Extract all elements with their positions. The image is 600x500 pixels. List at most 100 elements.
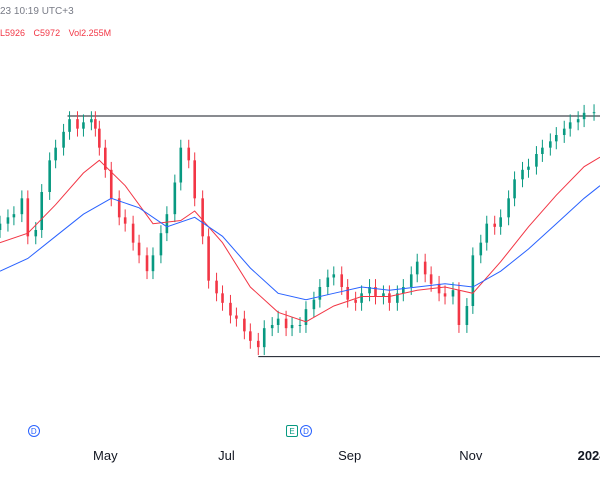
candle-body: [201, 198, 204, 237]
candle-body: [94, 119, 97, 129]
candle-body: [159, 233, 163, 256]
candle-body: [402, 287, 405, 294]
candle-body: [103, 147, 107, 170]
candle-body: [179, 147, 183, 183]
candle-body: [145, 255, 149, 272]
candle-body: [137, 242, 141, 256]
candle-body: [326, 277, 330, 287]
candle-body: [521, 169, 524, 180]
candle-body: [479, 242, 483, 256]
candle-body: [443, 293, 447, 297]
candle-body: [304, 309, 308, 325]
low-value: L5926: [0, 28, 26, 38]
candle-body: [513, 179, 516, 199]
candle-body: [284, 318, 288, 329]
candle-body: [374, 287, 377, 297]
dividend-marker-icon[interactable]: D: [27, 425, 40, 437]
candle-body: [429, 274, 433, 284]
candle-body: [256, 340, 260, 348]
candle-body: [340, 274, 344, 287]
candle-body: [499, 217, 502, 227]
chart-header-timestamp: 23 10:19 UTC+3: [0, 6, 74, 17]
candle-body: [54, 147, 57, 161]
candle-body: [457, 290, 461, 325]
x-axis-label: 2024: [577, 448, 600, 463]
candle-body: [82, 122, 85, 129]
candle-body: [332, 274, 336, 278]
candle-body: [20, 198, 24, 215]
candle-body: [207, 236, 210, 281]
candle-body: [554, 135, 558, 142]
earnings-marker-icon[interactable]: E: [286, 425, 299, 437]
candle-body: [98, 128, 101, 148]
candle-body: [276, 318, 280, 325]
candle-body: [437, 283, 441, 294]
candle-body: [290, 325, 294, 329]
candle-body: [592, 112, 596, 114]
candle-body: [318, 287, 322, 300]
candle-body: [527, 166, 530, 170]
candle-body: [235, 315, 238, 319]
moving-average-fast-line: [0, 156, 600, 323]
candle-body: [312, 299, 316, 310]
x-axis-label: May: [93, 448, 118, 463]
candle-body: [396, 293, 399, 303]
candle-body: [193, 160, 197, 199]
candle-body: [131, 223, 135, 243]
candle-body: [187, 147, 191, 161]
candle-body: [368, 287, 371, 294]
candle-body: [249, 331, 252, 341]
candle-body: [6, 217, 10, 224]
candle-body: [423, 261, 427, 275]
candle-body: [173, 182, 177, 215]
candle-body: [123, 217, 127, 224]
candle-body: [0, 223, 2, 230]
close-value: C5972: [33, 28, 61, 38]
ohlc-readout: L5926 C5972 Vol2.255M: [0, 28, 117, 38]
candle-body: [382, 293, 385, 297]
candle-body: [12, 214, 16, 218]
candle-body: [493, 223, 497, 227]
dividend-marker-icon[interactable]: D: [299, 425, 312, 437]
candle-body: [582, 112, 586, 120]
candle-body: [76, 119, 79, 129]
x-axis-label: Nov: [459, 448, 483, 463]
candle-body: [48, 160, 51, 192]
candle-body: [40, 192, 44, 230]
candle-body: [270, 325, 274, 329]
candle-body: [262, 328, 266, 348]
candle-body: [465, 306, 469, 325]
candle-body: [576, 119, 580, 123]
candle-body: [507, 198, 510, 218]
candle-body: [541, 147, 544, 154]
candle-body: [346, 287, 349, 300]
candle-body: [90, 119, 93, 123]
candle-body: [549, 141, 552, 148]
candle-body: [68, 119, 71, 132]
candle-body: [535, 154, 538, 167]
candle-body: [109, 169, 113, 199]
candle-body: [451, 290, 455, 297]
candle-body: [360, 293, 363, 303]
candle-body: [388, 293, 391, 303]
candle-body: [117, 198, 121, 218]
candle-body: [415, 261, 419, 275]
candle-body: [62, 131, 65, 148]
candle-body: [151, 255, 155, 272]
moving-average-slow-line: [0, 185, 600, 301]
candle-body: [568, 122, 572, 129]
candle-body: [298, 325, 302, 326]
candle-body: [165, 214, 169, 234]
candle-body: [485, 223, 489, 243]
volume-value: Vol2.255M: [68, 28, 112, 38]
x-axis-label: Jul: [218, 448, 235, 463]
candle-body: [409, 274, 413, 287]
candle-body: [34, 230, 38, 237]
candle-body: [215, 280, 218, 294]
candle-body: [221, 293, 224, 303]
x-axis-label: Sep: [338, 448, 362, 463]
candle-body: [354, 299, 357, 303]
candle-body: [562, 128, 566, 135]
candle-body: [26, 198, 30, 237]
